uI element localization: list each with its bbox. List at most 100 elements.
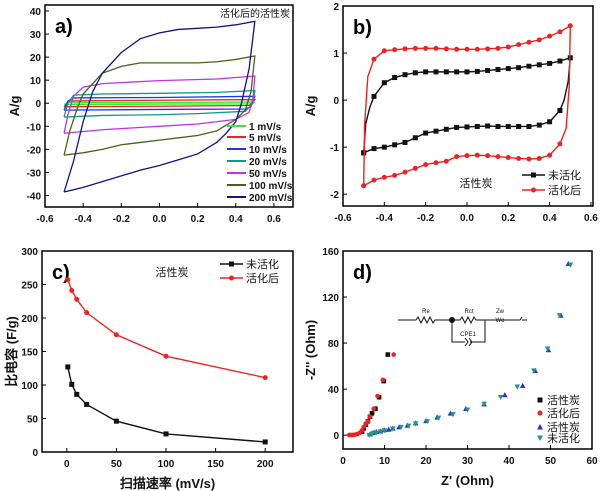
y-tick-label: -20 xyxy=(27,145,42,156)
legend-label: 活性炭 xyxy=(547,393,580,407)
x-tick-label: -0.6 xyxy=(36,214,54,225)
data-point xyxy=(443,46,449,52)
data-point xyxy=(433,45,439,51)
data-point xyxy=(381,174,387,180)
plot-area xyxy=(361,23,573,189)
data-point xyxy=(526,63,532,69)
x-tick-label: 0 xyxy=(340,456,346,467)
data-point xyxy=(557,58,563,64)
x-tick-label: 0.0 xyxy=(153,214,167,225)
data-point xyxy=(381,48,387,54)
legend-marker xyxy=(537,424,543,430)
x-tick-label: -0.4 xyxy=(75,214,93,225)
y-tick-label: 100 xyxy=(21,381,38,392)
legend-label: 活化后 xyxy=(246,271,279,285)
data-point xyxy=(547,60,553,66)
data-point xyxy=(454,154,460,160)
data-point xyxy=(69,288,75,294)
x-tick-label: -0.2 xyxy=(113,214,131,225)
series-line xyxy=(63,95,256,111)
y-tick-label: 250 xyxy=(21,281,38,292)
circuit-label-re: Re xyxy=(422,309,430,315)
series-line xyxy=(67,366,266,443)
circuit-inset xyxy=(398,315,527,347)
plot-frame xyxy=(44,4,294,208)
circuit-wires xyxy=(398,315,527,325)
data-point xyxy=(371,93,377,99)
data-point xyxy=(450,412,456,418)
circuit-label-rct: Rct xyxy=(465,309,474,315)
data-point xyxy=(424,419,431,425)
legend-marker xyxy=(531,187,536,193)
data-point xyxy=(443,126,449,132)
legend-label: 20 mV/s xyxy=(249,157,287,168)
data-point xyxy=(375,393,380,399)
y-tick-label: 0 xyxy=(333,96,339,107)
legend-marker xyxy=(537,435,543,441)
data-point xyxy=(485,46,491,52)
data-point xyxy=(495,154,501,160)
x-tick-label: 50 xyxy=(545,456,557,467)
panel-label: c) xyxy=(52,262,70,284)
y-axis-label: A/g xyxy=(7,95,22,116)
data-point xyxy=(464,69,470,75)
data-point xyxy=(505,44,511,50)
series-line xyxy=(63,89,256,118)
x-tick-label: -0.6 xyxy=(334,213,352,224)
data-point xyxy=(567,262,574,268)
y-tick-label: 30 xyxy=(30,30,42,41)
data-point xyxy=(536,37,542,43)
annotation: 活化后的活性炭 xyxy=(220,7,290,20)
plot-frame xyxy=(342,5,594,207)
data-point xyxy=(371,56,377,62)
y-tick-label: 50 xyxy=(27,415,39,426)
data-point xyxy=(65,277,71,283)
data-point xyxy=(412,421,419,427)
y-tick-label: 10 xyxy=(30,76,42,87)
data-point xyxy=(385,426,392,432)
data-point xyxy=(385,352,391,357)
legend-label: 未活化 xyxy=(246,257,279,271)
data-point xyxy=(163,431,169,437)
data-point xyxy=(366,432,372,438)
x-tick-label: -0.2 xyxy=(417,213,435,224)
data-point xyxy=(423,69,429,75)
data-point xyxy=(485,123,491,129)
series-line xyxy=(63,20,256,193)
data-point xyxy=(381,80,387,86)
data-point xyxy=(514,384,521,390)
data-point xyxy=(495,67,501,73)
data-point xyxy=(519,382,526,388)
data-point xyxy=(433,128,439,134)
legend-label: 活化后 xyxy=(548,183,581,197)
x-tick-label: 0.6 xyxy=(584,213,598,224)
data-point xyxy=(262,375,268,381)
series-line xyxy=(63,101,256,106)
plot-area xyxy=(63,20,257,193)
data-point xyxy=(497,394,504,400)
data-point xyxy=(412,135,418,141)
data-point xyxy=(373,430,379,436)
x-tick-label: 0.0 xyxy=(460,213,474,224)
data-point xyxy=(443,69,449,75)
y-axis-label: 比电容 (F/g) xyxy=(4,316,19,387)
legend-label: 200 mV/s xyxy=(249,193,293,204)
data-point xyxy=(380,377,386,383)
cpe-element xyxy=(451,320,486,347)
data-point xyxy=(481,401,487,407)
circuit-node xyxy=(449,317,455,323)
data-point xyxy=(369,431,375,437)
data-point xyxy=(531,368,537,374)
data-point xyxy=(464,124,470,130)
data-point xyxy=(392,75,398,81)
data-point xyxy=(412,70,418,76)
data-point xyxy=(262,439,268,445)
data-point xyxy=(381,428,388,434)
data-point xyxy=(361,424,367,430)
plot-area xyxy=(65,277,268,445)
x-tick-label: 150 xyxy=(207,459,224,470)
legend-label: 活性炭 xyxy=(547,420,580,434)
x-axis-label: 扫描速率 (mV/s) xyxy=(120,476,215,491)
data-point xyxy=(474,123,480,129)
circuit-label-wo: Wo xyxy=(496,318,506,324)
